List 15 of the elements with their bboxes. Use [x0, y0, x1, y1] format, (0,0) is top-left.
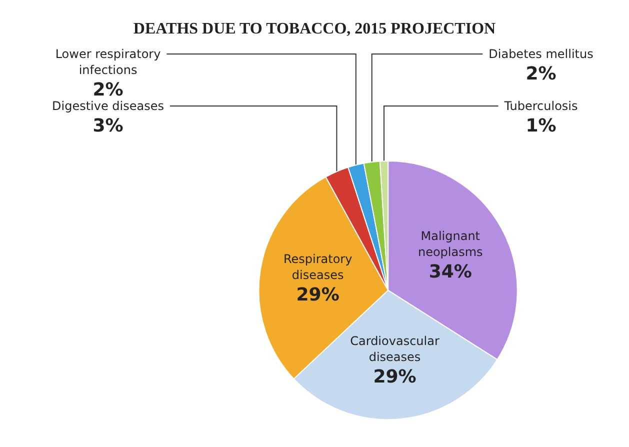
data-label: 2%	[92, 80, 124, 100]
slice-label: Cardiovascular diseases	[350, 334, 440, 364]
slice-label: Malignant neoplasms	[418, 229, 483, 260]
chart-title: DEATHS DUE TO TOBACCO, 2015 PROJECTION	[133, 20, 496, 38]
slice-label: Respiratory diseases	[283, 252, 352, 282]
slice-label: Digestive diseases	[52, 99, 164, 113]
slice-label: Lower respiratory infections	[55, 47, 161, 77]
data-label: 29%	[373, 366, 416, 388]
data-label: 29%	[296, 284, 340, 306]
slice-label: Diabetes mellitus	[488, 47, 594, 61]
slice-label: Tuberculosis	[503, 99, 578, 113]
data-label: 1%	[526, 116, 556, 136]
data-label: 3%	[92, 116, 124, 136]
data-label: 34%	[428, 262, 472, 283]
data-label: 2%	[526, 64, 556, 84]
